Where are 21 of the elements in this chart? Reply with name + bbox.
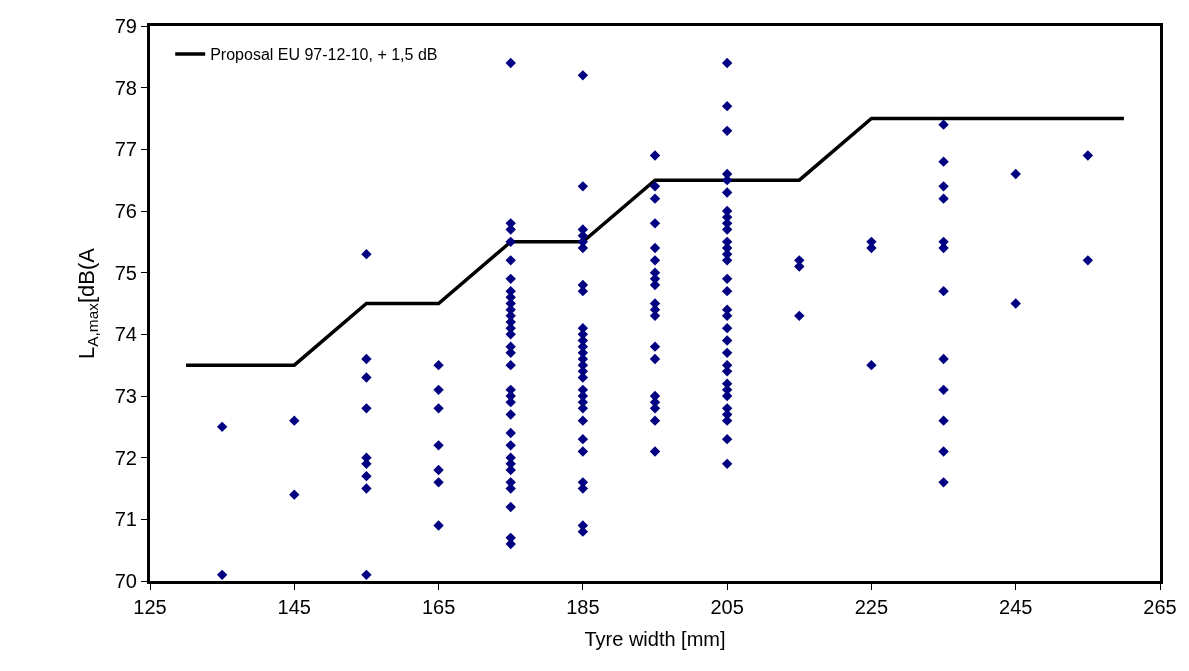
legend-label: Proposal EU 97-12-10, + 1,5 dB [210,46,438,64]
x-tick-label: 145 [277,596,311,618]
x-tick-label: 225 [854,596,889,618]
y-tick-label: 70 [114,570,137,592]
x-tick-label: 185 [566,596,600,618]
x-tick-label: 245 [999,596,1033,618]
y-tick-label: 79 [114,15,137,37]
line-series [184,116,1126,367]
y-tick-label: 74 [114,323,137,346]
x-tick-label: 165 [421,596,456,618]
y-tick-label: 77 [114,138,137,161]
y-tick-label: 72 [114,446,137,469]
y-tick-label: 75 [114,261,137,284]
y-tick-label: 73 [114,385,137,407]
x-axis-title: Tyre width [mm] [584,627,726,650]
y-tick-label: 71 [114,508,137,531]
x-tick-label: 125 [133,596,167,618]
y-tick-label: 76 [114,200,137,222]
x-tick-label: 265 [1143,596,1177,618]
y-tick-label: 78 [114,76,137,99]
x-tick-label: 205 [710,596,744,618]
